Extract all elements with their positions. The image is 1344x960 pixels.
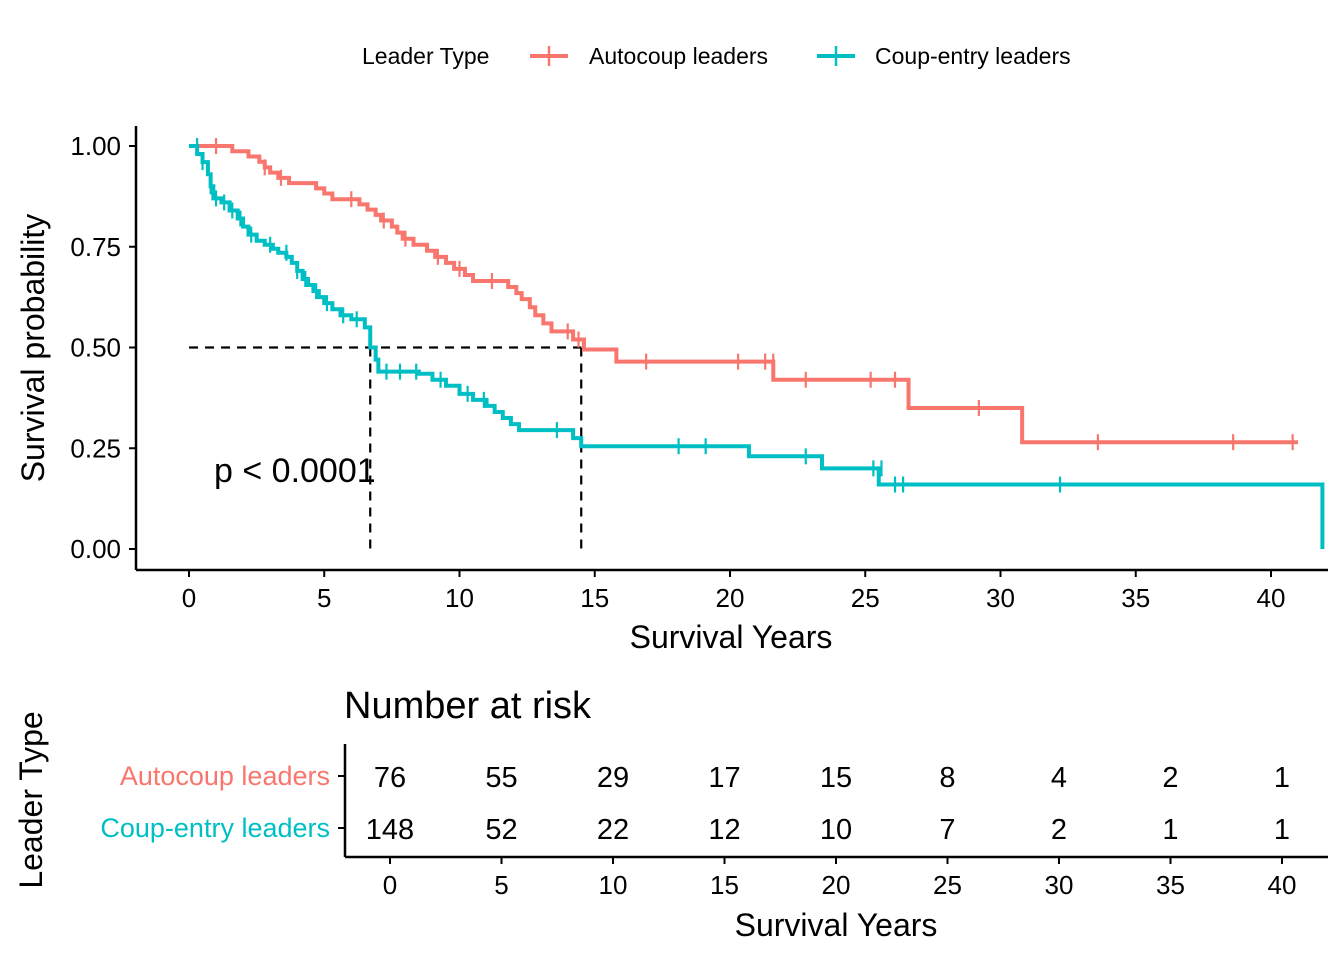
legend-item-autocoup: Autocoup leaders [530,43,768,69]
risk-value: 148 [366,814,414,846]
risk-x-tick-label: 25 [933,870,962,900]
risk-row-label: Autocoup leaders [120,761,330,791]
risk-x-tick-label: 35 [1156,870,1185,900]
series-line-autocoup [189,144,1299,445]
x-tick-label: 0 [182,583,196,613]
risk-x-tick-label: 40 [1268,870,1297,900]
x-axis-title: Survival Years [630,619,833,655]
legend-title: Leader Type [362,43,489,69]
x-tick-label: 15 [580,583,609,613]
legend-label-autocoup: Autocoup leaders [589,43,768,69]
risk-table-rows: Autocoup leaders 76 55 29 17 15 8 4 2 1Coup-entry… [100,761,1290,846]
x-tick-label: 20 [716,583,745,613]
risk-value: 55 [485,762,517,794]
risk-x-tick-label: 5 [494,870,508,900]
risk-value: 76 [374,762,406,794]
x-tick-label: 5 [317,583,331,613]
risk-table-x-axis-title: Survival Years [735,907,938,943]
x-axis-ticks: 0 5 10 15 20 25 30 35 40 [182,570,1286,613]
pvalue-annotation: p < 0.0001 [214,452,376,490]
y-tick-label: 0.75 [70,232,121,262]
risk-value: 2 [1162,762,1178,794]
series-line-coup-entry [189,144,1325,549]
x-tick-label: 25 [851,583,880,613]
y-tick-label: 0.00 [70,534,121,564]
risk-x-tick-label: 15 [710,870,739,900]
risk-value: 7 [939,814,955,846]
risk-value: 4 [1051,762,1067,794]
risk-value: 29 [597,762,629,794]
risk-value: 1 [1162,814,1178,846]
x-tick-label: 30 [986,583,1015,613]
x-tick-label: 40 [1257,583,1286,613]
legend-item-coup-entry: Coup-entry leaders [817,43,1071,69]
survival-plot: 0.00 0.25 0.50 0.75 1.00 0 5 10 15 20 25 30 35 40 p … [15,126,1328,655]
x-tick-label: 35 [1121,583,1150,613]
risk-row-label: Coup-entry leaders [100,813,330,843]
risk-x-tick-label: 20 [822,870,851,900]
risk-x-tick-label: 10 [599,870,628,900]
risk-value: 12 [708,814,740,846]
risk-x-tick-label: 0 [383,870,397,900]
risk-table-y-axis-title: Leader Type [13,711,49,888]
x-tick-label: 10 [445,583,474,613]
survival-curves [189,138,1325,549]
legend-label-coup-entry: Coup-entry leaders [875,43,1071,69]
risk-value: 8 [939,762,955,794]
median-lines [189,346,583,549]
risk-value: 1 [1274,762,1290,794]
risk-value: 1 [1274,814,1290,846]
risk-table-title: Number at risk [344,685,592,727]
y-axis-title: Survival probability [15,214,51,483]
risk-value: 52 [485,814,517,846]
y-axis-ticks: 0.00 0.25 0.50 0.75 1.00 [70,131,136,564]
risk-value: 10 [820,814,852,846]
risk-table: Number at risk Autocoup leaders 76 55 29 17 1… [13,685,1328,943]
y-tick-label: 0.25 [70,433,121,463]
risk-value: 2 [1051,814,1067,846]
risk-table-x-ticks: 0 5 10 15 20 25 30 35 40 [383,857,1297,900]
y-tick-label: 0.50 [70,333,121,363]
risk-x-tick-label: 30 [1045,870,1074,900]
risk-value: 17 [708,762,740,794]
legend: Leader Type Autocoup leaders Coup-entry … [362,43,1071,69]
risk-value: 15 [820,762,852,794]
y-tick-label: 1.00 [70,131,121,161]
risk-value: 22 [597,814,629,846]
